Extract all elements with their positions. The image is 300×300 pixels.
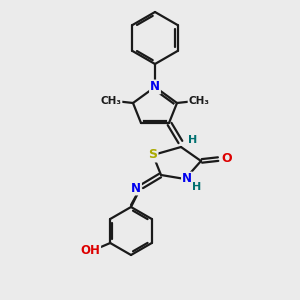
Text: S: S: [148, 148, 158, 161]
Text: H: H: [192, 182, 202, 192]
Text: OH: OH: [80, 244, 100, 257]
Text: CH₃: CH₃: [188, 96, 209, 106]
Text: CH₃: CH₃: [100, 96, 122, 106]
Text: N: N: [150, 80, 160, 94]
Text: H: H: [188, 135, 198, 145]
Text: N: N: [182, 172, 192, 185]
Text: N: N: [131, 182, 141, 194]
Text: O: O: [222, 152, 232, 166]
